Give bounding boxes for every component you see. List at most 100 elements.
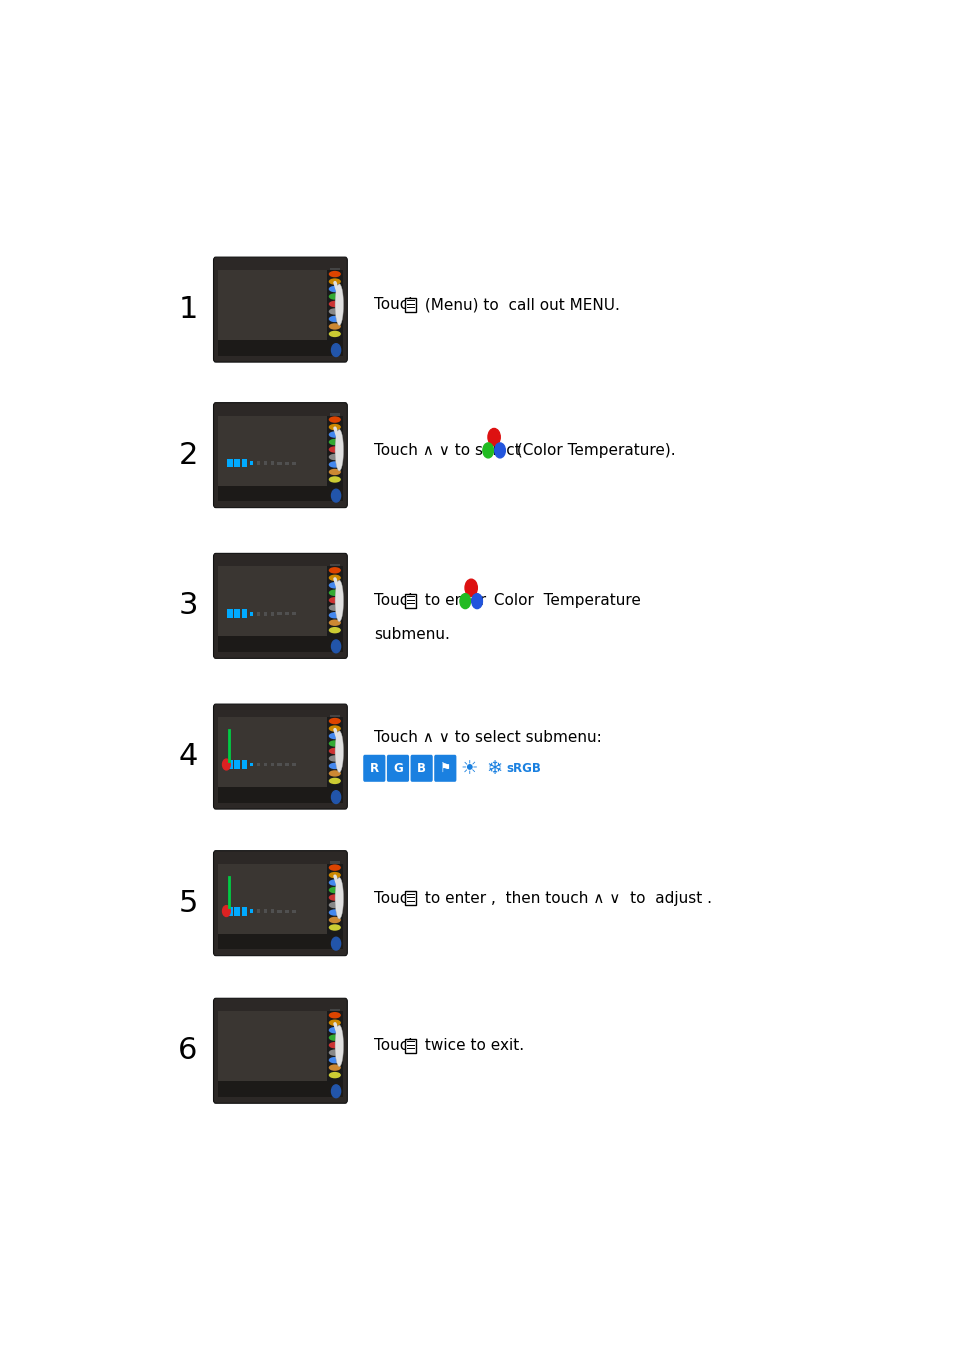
Bar <box>217 864 326 934</box>
Ellipse shape <box>329 286 340 292</box>
Bar <box>284 462 289 464</box>
Bar <box>227 609 233 618</box>
Bar <box>217 416 326 487</box>
Circle shape <box>472 594 482 609</box>
Bar <box>256 763 260 767</box>
Bar <box>227 760 233 770</box>
Bar <box>234 760 239 770</box>
Ellipse shape <box>329 902 340 909</box>
FancyBboxPatch shape <box>405 297 416 312</box>
Ellipse shape <box>335 284 343 325</box>
Ellipse shape <box>335 429 343 471</box>
Ellipse shape <box>329 879 340 886</box>
Ellipse shape <box>329 316 340 323</box>
Bar <box>227 907 233 915</box>
Bar <box>292 763 296 765</box>
Ellipse shape <box>329 331 340 338</box>
Ellipse shape <box>335 730 343 772</box>
Text: submenu.: submenu. <box>374 626 450 641</box>
Bar <box>250 909 253 913</box>
Ellipse shape <box>335 580 343 621</box>
FancyBboxPatch shape <box>213 554 347 659</box>
Ellipse shape <box>329 887 340 894</box>
Text: Touch: Touch <box>374 297 422 312</box>
FancyBboxPatch shape <box>405 594 416 608</box>
FancyBboxPatch shape <box>363 755 385 782</box>
Ellipse shape <box>329 771 340 776</box>
Text: 5: 5 <box>178 888 197 918</box>
Ellipse shape <box>329 1042 340 1049</box>
Bar <box>326 1011 342 1083</box>
Ellipse shape <box>329 567 340 574</box>
Bar <box>241 459 247 467</box>
Bar <box>217 787 342 803</box>
Ellipse shape <box>329 748 340 755</box>
Ellipse shape <box>329 439 340 446</box>
Ellipse shape <box>329 477 340 483</box>
Ellipse shape <box>329 917 340 923</box>
Circle shape <box>495 443 505 458</box>
Ellipse shape <box>329 1019 340 1026</box>
Bar <box>227 459 233 467</box>
FancyBboxPatch shape <box>213 705 347 809</box>
Text: sRGB: sRGB <box>505 761 540 775</box>
Text: 2: 2 <box>178 440 197 470</box>
Text: B: B <box>416 761 426 775</box>
Ellipse shape <box>329 582 340 589</box>
Text: 1: 1 <box>178 296 197 324</box>
Ellipse shape <box>329 293 340 300</box>
Ellipse shape <box>329 733 340 740</box>
Bar <box>277 462 282 464</box>
Ellipse shape <box>329 620 340 626</box>
Bar <box>277 763 282 765</box>
Bar <box>217 934 342 949</box>
Bar <box>271 612 274 616</box>
Text: Touch: Touch <box>374 594 422 609</box>
Bar <box>330 1008 339 1011</box>
Ellipse shape <box>335 1025 343 1067</box>
Bar <box>256 462 260 464</box>
FancyBboxPatch shape <box>213 402 347 508</box>
Ellipse shape <box>329 462 340 467</box>
Bar <box>326 416 342 487</box>
Bar <box>250 612 253 616</box>
Ellipse shape <box>329 740 340 747</box>
Text: to enter ,  then touch ∧ ∨  to  adjust .: to enter , then touch ∧ ∨ to adjust . <box>419 891 712 906</box>
Ellipse shape <box>329 925 340 930</box>
Text: (Color Temperature).: (Color Temperature). <box>512 443 675 458</box>
Bar <box>264 612 267 616</box>
Ellipse shape <box>329 590 340 595</box>
Ellipse shape <box>329 323 340 329</box>
Ellipse shape <box>329 1064 340 1071</box>
Ellipse shape <box>329 1072 340 1079</box>
Bar <box>250 612 253 616</box>
Bar <box>217 1011 326 1083</box>
Ellipse shape <box>329 416 340 423</box>
Bar <box>271 909 274 913</box>
Ellipse shape <box>329 1049 340 1056</box>
Ellipse shape <box>329 605 340 612</box>
Bar <box>292 462 296 464</box>
FancyBboxPatch shape <box>434 755 456 782</box>
Ellipse shape <box>329 725 340 732</box>
Circle shape <box>222 759 230 769</box>
FancyBboxPatch shape <box>405 1038 416 1053</box>
Text: ⚑: ⚑ <box>439 761 451 775</box>
Ellipse shape <box>329 271 340 277</box>
FancyBboxPatch shape <box>213 998 347 1103</box>
Bar <box>330 714 339 717</box>
Text: 4: 4 <box>178 743 197 771</box>
Circle shape <box>331 640 340 653</box>
Bar <box>277 910 282 913</box>
Ellipse shape <box>329 447 340 452</box>
FancyBboxPatch shape <box>213 850 347 956</box>
Bar <box>217 717 326 788</box>
Circle shape <box>459 594 470 609</box>
Ellipse shape <box>329 763 340 769</box>
Circle shape <box>482 443 493 458</box>
Bar <box>264 909 267 913</box>
Text: ❄: ❄ <box>486 759 502 778</box>
Circle shape <box>464 579 476 597</box>
Text: 6: 6 <box>178 1037 197 1065</box>
Bar <box>292 613 296 616</box>
